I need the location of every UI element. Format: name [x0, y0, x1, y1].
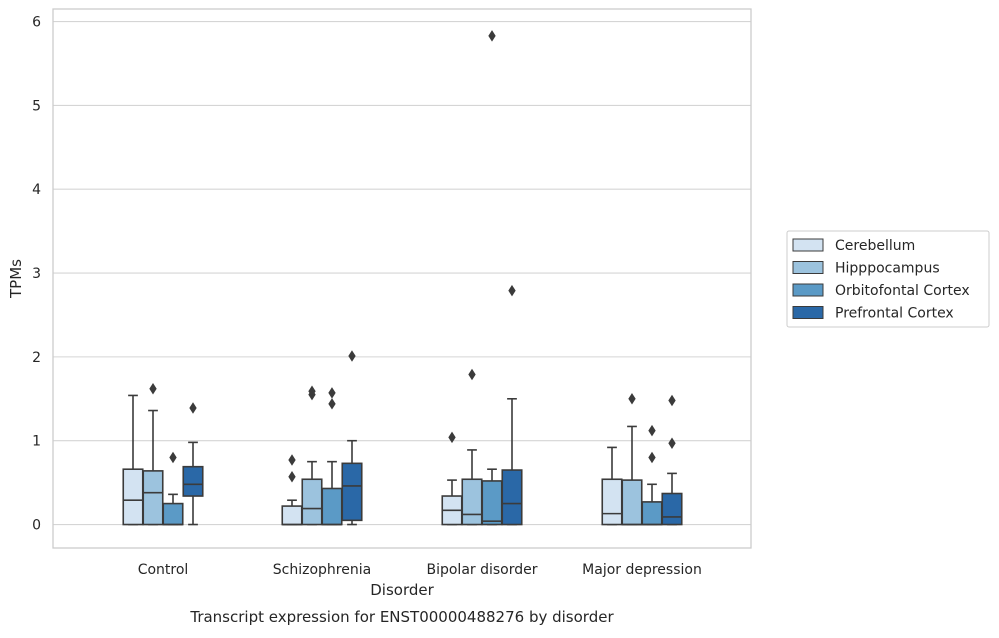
box-prefrontal-cortex: [182, 402, 204, 526]
y-tick-label: 2: [32, 350, 41, 366]
outlier-point: [668, 437, 676, 449]
outlier-point: [328, 387, 336, 399]
outlier-point: [508, 284, 516, 297]
legend-frame: [786, 230, 990, 328]
outlier-point: [189, 402, 197, 414]
box-rect: [122, 468, 144, 526]
outlier-point: [288, 471, 296, 483]
box-cerebellum: [601, 446, 623, 526]
outlier-point: [448, 431, 456, 444]
x-tick-label: Control: [138, 562, 189, 578]
y-tick-label: 0: [32, 518, 41, 534]
box-rect: [182, 465, 204, 497]
box-rect: [321, 487, 343, 526]
box-rect: [481, 480, 503, 526]
legend-swatch: [792, 306, 824, 319]
box-rect: [501, 469, 523, 526]
grid-layer: [53, 21, 751, 526]
x-axis-label: Disorder: [370, 581, 434, 599]
y-tick-label: 3: [32, 266, 41, 282]
box-hipppocampus: [461, 368, 483, 526]
box-layer: [122, 30, 683, 526]
box-hipppocampus: [142, 382, 164, 526]
outlier-point: [668, 394, 676, 407]
box-orbitofontal-cortex: [481, 30, 503, 526]
box-rect: [601, 478, 623, 526]
outlier-point: [648, 424, 656, 437]
box-cerebellum: [441, 431, 463, 526]
outlier-point: [348, 350, 356, 362]
box-cerebellum: [281, 454, 303, 526]
y-tick-label: 1: [32, 434, 41, 450]
chart-caption: Transcript expression for ENST0000048827…: [189, 608, 614, 626]
legend-swatch: [792, 238, 824, 252]
box-prefrontal-cortex: [341, 350, 363, 526]
box-rect: [281, 505, 303, 526]
box-orbitofontal-cortex: [321, 387, 343, 526]
legend-swatch: [792, 283, 824, 297]
box-rect: [162, 502, 184, 526]
plot-frame: [52, 8, 752, 549]
box-rect: [461, 478, 483, 526]
box-orbitofontal-cortex: [641, 424, 663, 526]
box-cerebellum: [122, 394, 144, 526]
box-rect: [341, 462, 363, 522]
legend-label: Orbitofontal Cortex: [835, 283, 970, 299]
outlier-point: [628, 393, 636, 405]
box-rect: [142, 470, 164, 526]
box-hipppocampus: [621, 393, 643, 526]
legend-label: Hipppocampus: [835, 261, 940, 277]
box-orbitofontal-cortex: [162, 451, 184, 526]
outlier-point: [488, 30, 496, 42]
outlier-point: [169, 451, 177, 464]
x-tick-label: Bipolar disorder: [426, 562, 537, 578]
legend-label: Prefrontal Cortex: [835, 306, 954, 322]
outlier-point: [308, 385, 316, 397]
y-axis-label: TPMs: [7, 259, 25, 299]
x-tick-label: Major depression: [582, 562, 702, 578]
legend: Cerebellum Hipppocampus Orbitofontal Corte…: [786, 230, 990, 328]
outlier-point: [149, 382, 157, 395]
x-tick-label: Schizophrenia: [273, 562, 371, 578]
box-rect: [621, 479, 643, 526]
y-tick-label: 4: [32, 182, 41, 198]
box-rect: [641, 501, 663, 526]
outlier-point: [648, 451, 656, 464]
outlier-point: [328, 398, 336, 410]
box-rect: [661, 492, 683, 526]
outlier-point: [468, 368, 476, 381]
box-prefrontal-cortex: [661, 394, 683, 526]
outlier-point: [288, 454, 296, 466]
x-tick-labels: Control Schizophrenia Bipolar disorder Majo…: [138, 562, 702, 578]
y-tick-label: 5: [32, 98, 41, 114]
box-hipppocampus: [301, 385, 323, 526]
legend-label: Cerebellum: [835, 238, 915, 254]
y-tick-labels: 0 1 2 3 4 5 6: [32, 15, 41, 534]
box-prefrontal-cortex: [501, 284, 523, 526]
box-rect: [301, 478, 323, 526]
y-tick-label: 6: [32, 15, 41, 31]
legend-swatch: [792, 261, 824, 274]
